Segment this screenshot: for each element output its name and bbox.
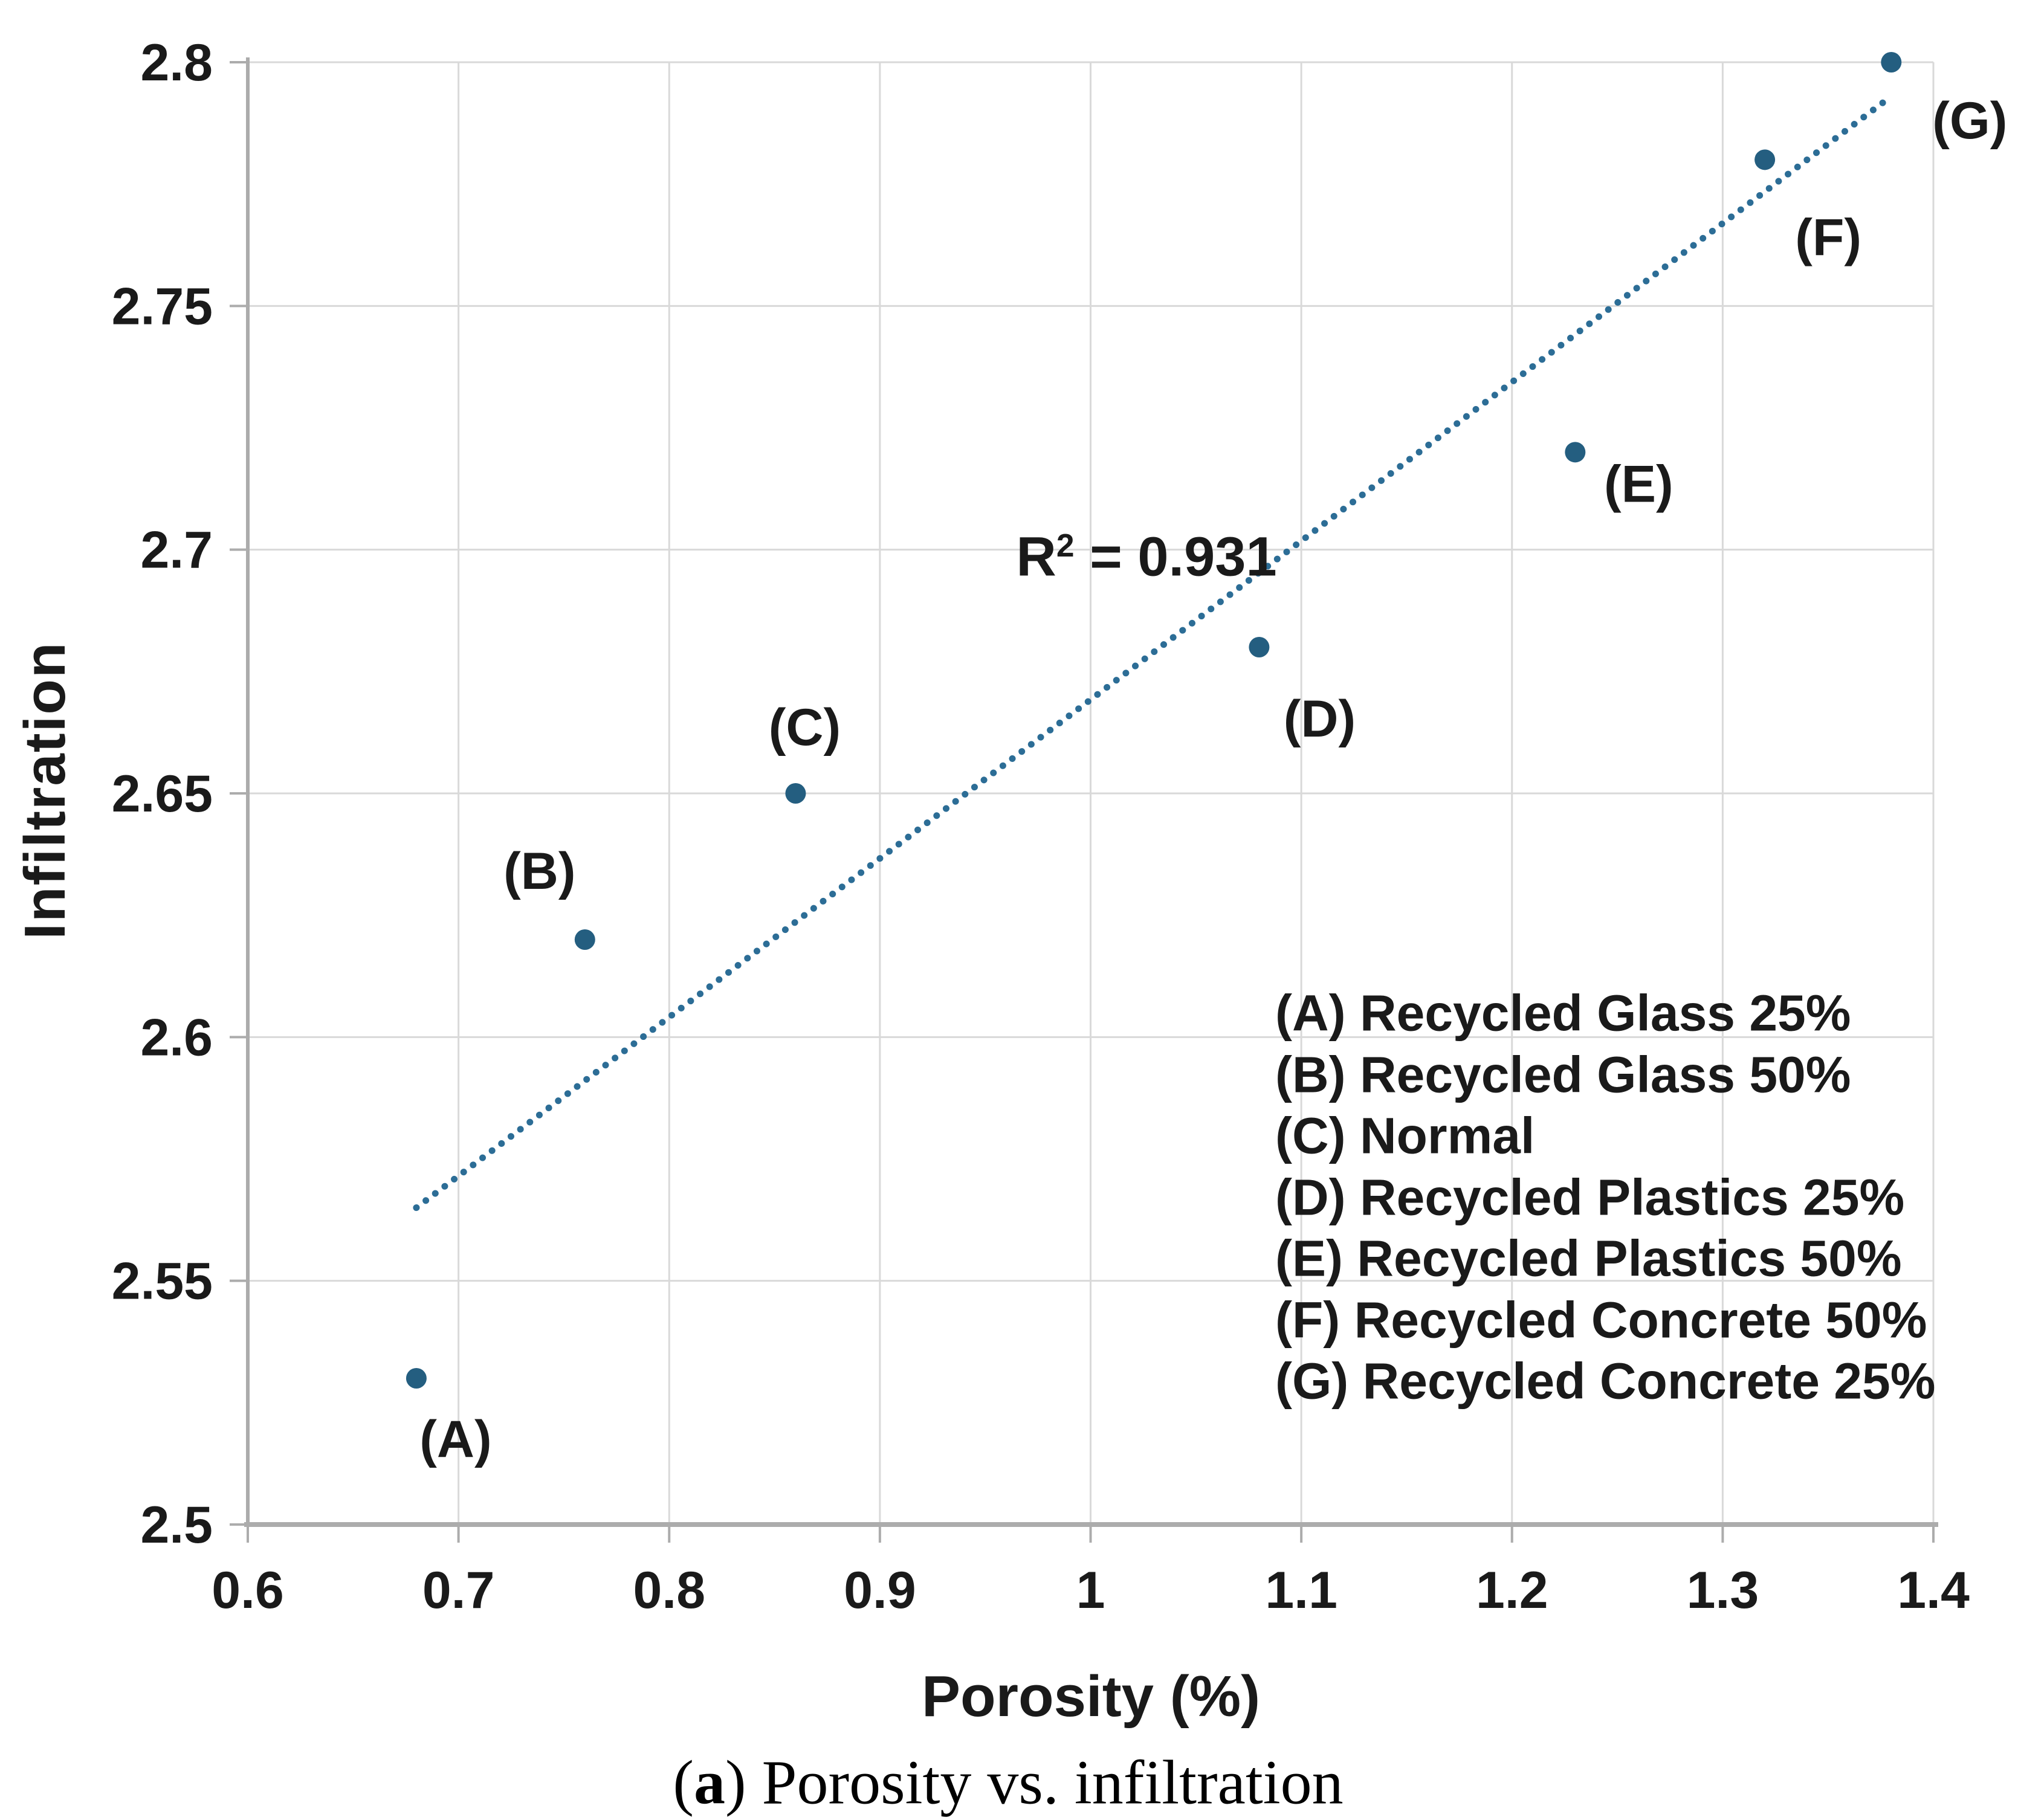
point-label-A: (A) bbox=[419, 1410, 491, 1468]
y-tick-label: 2.75 bbox=[112, 277, 213, 335]
data-point-G bbox=[1881, 52, 1902, 73]
point-label-B: (B) bbox=[503, 842, 575, 900]
caption-paren: ( bbox=[673, 1747, 694, 1818]
y-tick-label: 2.65 bbox=[112, 765, 213, 823]
r-squared-base: R bbox=[1016, 526, 1056, 588]
y-tick-label: 2.8 bbox=[140, 34, 213, 92]
x-tick-label: 1.1 bbox=[1265, 1561, 1337, 1619]
trendline-dotted bbox=[413, 92, 1895, 1212]
y-tick-label: 2.7 bbox=[140, 521, 213, 579]
x-tick-label: 1 bbox=[1076, 1561, 1105, 1619]
point-label-G: (G) bbox=[1932, 92, 2007, 150]
r-squared-value: = 0.931 bbox=[1074, 526, 1277, 588]
r-squared-sup: 2 bbox=[1056, 528, 1075, 564]
x-tick-label: 1.3 bbox=[1687, 1561, 1759, 1619]
r-squared-annotation: R2 = 0.931 bbox=[1016, 526, 1276, 589]
point-label-D: (D) bbox=[1284, 690, 1356, 748]
data-point-E bbox=[1565, 442, 1586, 463]
data-point-F bbox=[1754, 149, 1776, 170]
caption-label: a bbox=[694, 1747, 725, 1818]
point-label-F: (F) bbox=[1795, 208, 1861, 266]
figure-caption: (a) Porosity vs. infiltration bbox=[673, 1747, 1343, 1819]
point-label-C: (C) bbox=[769, 699, 841, 757]
y-tick-label: 2.55 bbox=[112, 1253, 213, 1311]
x-tick-label: 0.6 bbox=[212, 1561, 284, 1619]
x-tick-label: 0.7 bbox=[422, 1561, 495, 1619]
data-point-D bbox=[1249, 637, 1270, 657]
y-axis-title: Infiltration bbox=[13, 641, 77, 940]
data-point-B bbox=[574, 929, 595, 950]
x-axis-title: Porosity (%) bbox=[921, 1664, 1261, 1729]
point-label-E: (E) bbox=[1604, 455, 1674, 513]
x-tick-label: 0.8 bbox=[633, 1561, 705, 1619]
data-point-A bbox=[406, 1368, 427, 1389]
data-point-C bbox=[785, 783, 806, 804]
caption-text: ) Porosity vs. infiltration bbox=[725, 1747, 1344, 1818]
x-tick-label: 1.2 bbox=[1476, 1561, 1548, 1619]
y-tick-label: 2.5 bbox=[140, 1496, 213, 1554]
y-tick-label: 2.6 bbox=[140, 1008, 213, 1067]
x-tick-label: 0.9 bbox=[844, 1561, 916, 1619]
x-tick-label: 1.4 bbox=[1897, 1561, 1970, 1619]
